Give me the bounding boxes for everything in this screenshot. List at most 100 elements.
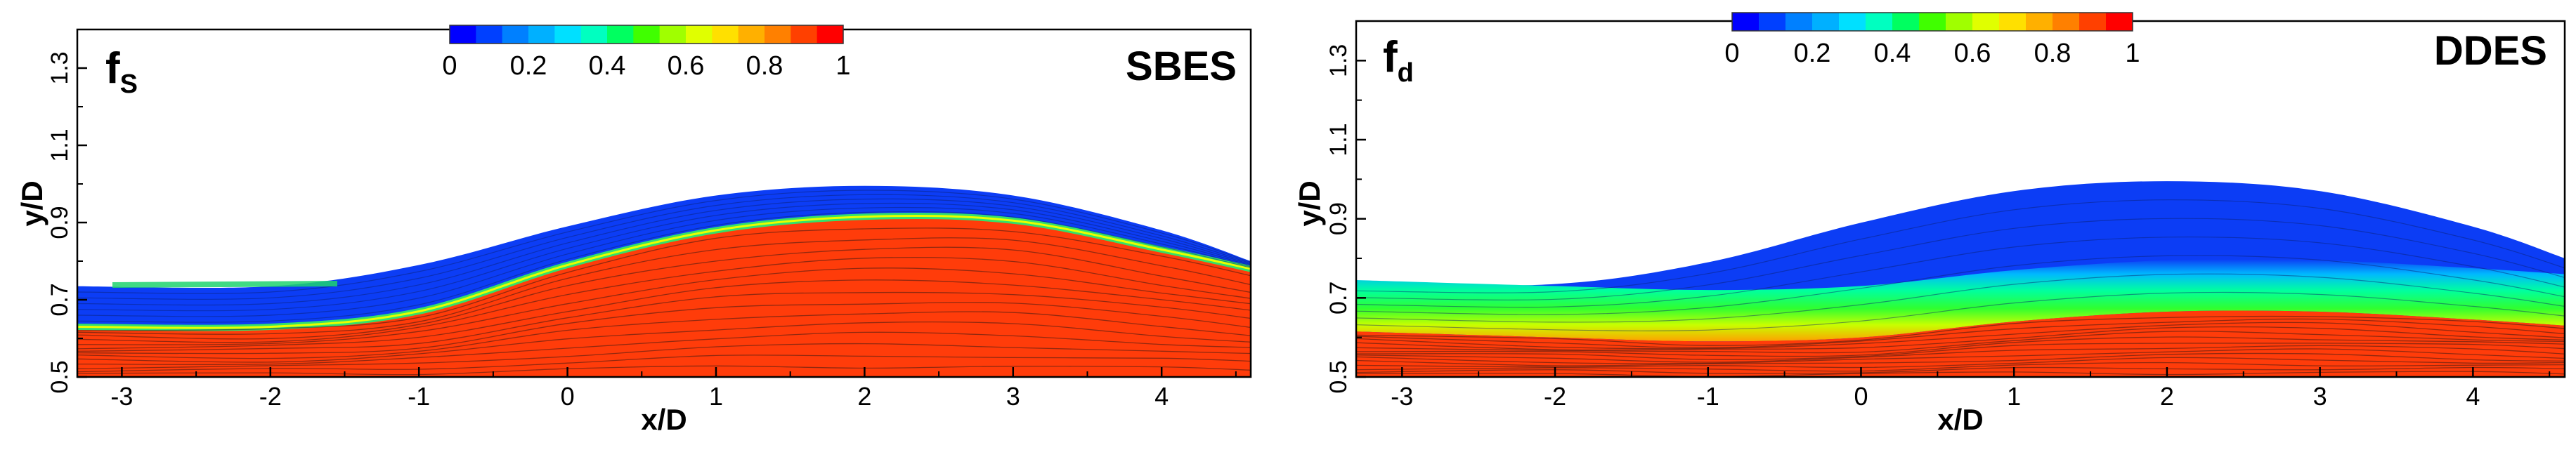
colorbar-swatch — [580, 25, 608, 44]
streamline — [1356, 318, 2565, 349]
colorbar-frame — [1731, 12, 2133, 32]
model-label-sbes: SBES — [1126, 44, 1237, 89]
streamline — [77, 198, 1251, 306]
streamline — [77, 291, 1251, 352]
colorbar-swatch — [450, 25, 476, 44]
streamline — [1356, 199, 2565, 293]
streamline — [1356, 342, 2565, 360]
x-tick-label: 2 — [2160, 382, 2174, 411]
streamline — [77, 279, 1251, 350]
colorbar-swatch — [1892, 13, 1920, 31]
x-tick-label: -1 — [408, 382, 430, 411]
colorbar-swatch — [554, 25, 582, 44]
streamline — [1356, 255, 2565, 315]
transition-layer-ddes — [1356, 259, 2565, 342]
streamline — [1356, 371, 2565, 377]
streamline — [77, 343, 1251, 369]
streamline — [77, 311, 1251, 359]
colorbar-tick-label: 0.4 — [589, 51, 626, 81]
colorbar-tick-label: 1 — [835, 51, 850, 81]
colorbar-swatch — [791, 25, 818, 44]
x-tick-label: -2 — [259, 382, 282, 411]
ylabel-sbes: y/D — [15, 180, 48, 226]
colorbar-swatch — [765, 25, 791, 44]
colorbar-frame — [449, 25, 844, 44]
streamline — [1356, 357, 2565, 369]
colorbar-swatch — [1946, 13, 1973, 31]
x-ticks-sbes: -3 -2 -1 0 1 2 3 4 — [110, 367, 1237, 411]
interface-edge-sbes — [77, 214, 1251, 329]
x-tick-label: 4 — [2466, 382, 2480, 411]
xlabel-ddes: x/D — [1937, 403, 1983, 436]
colorbar-swatch — [738, 25, 765, 44]
streamline — [77, 227, 1251, 331]
colorbar-sbes: 0 0.2 0.4 0.6 0.8 1 — [442, 25, 851, 81]
ylabel-ddes: y/D — [1293, 180, 1326, 226]
streamline — [77, 302, 1251, 355]
colorbar-tick-label: 0.4 — [1874, 39, 1911, 68]
colorbar-tick-label: 0.6 — [1954, 39, 1991, 68]
colorbar-ddes: 0 0.2 0.4 0.6 0.8 1 — [1724, 12, 2140, 68]
streamline — [1356, 345, 2565, 363]
x-tick-label: -1 — [1697, 382, 1719, 411]
colorbar-tick-label: 1 — [2125, 39, 2140, 68]
streamline — [1356, 331, 2565, 354]
colorbar-tick-label: 0.8 — [746, 51, 783, 81]
colorbar-swatch — [2053, 13, 2080, 31]
x-tick-label: 1 — [709, 382, 723, 411]
local-green-patch-sbes — [112, 281, 337, 288]
colorbar-swatch — [1839, 13, 1866, 31]
x-tick-label: 2 — [857, 382, 871, 411]
x-tick-label: 3 — [1006, 382, 1020, 411]
streamline — [1356, 218, 2565, 300]
streamline — [77, 365, 1251, 376]
y-tick-label: 0.9 — [46, 206, 73, 239]
streamline — [77, 267, 1251, 345]
colorbar-swatch — [817, 25, 844, 44]
x-tick-label: 0 — [561, 382, 575, 411]
streamline — [77, 211, 1251, 323]
y-tick-label: 1.3 — [1325, 44, 1352, 77]
x-tick-label: -2 — [1544, 382, 1566, 411]
colorbar-swatch — [1759, 13, 1786, 31]
streamline — [1356, 336, 2565, 357]
axis-title-x-sbes: x/D — [641, 403, 687, 436]
streamline — [77, 237, 1251, 335]
streamlines-sbes — [77, 190, 1251, 376]
y-tick-label: 0.5 — [46, 360, 73, 393]
streamline — [1356, 322, 2565, 350]
streamline — [1356, 352, 2565, 366]
x-tick-label: 1 — [2007, 382, 2021, 411]
colorbar-tick-label: 0.2 — [510, 51, 547, 81]
colorbar-tick-label: 0 — [1724, 39, 1739, 68]
colorbar-swatch — [1812, 13, 1840, 31]
colorbar-swatch — [1732, 13, 1759, 31]
panel-label-sbes: fS — [105, 44, 138, 99]
streamlines-ddes — [1356, 199, 2565, 377]
streamline — [1356, 236, 2565, 308]
xlabel-sbes: x/D — [641, 403, 687, 436]
x-ticks-ddes: -3 -2 -1 0 1 2 3 4 — [1391, 367, 2551, 411]
colorbar-swatch — [2079, 13, 2107, 31]
colorbar-swatch — [633, 25, 661, 44]
colorbar-tick-label: 0.8 — [2034, 39, 2071, 68]
y-tick-label: 1.3 — [46, 51, 73, 84]
colorbar-tick-label: 0.2 — [1794, 39, 1831, 68]
y-tick-label: 0.7 — [1325, 282, 1352, 314]
colorbar-swatch — [607, 25, 634, 44]
colorbar-swatch — [2106, 13, 2133, 31]
y-tick-label: 0.5 — [1325, 360, 1352, 393]
streamline — [77, 190, 1251, 294]
streamline — [77, 355, 1251, 373]
streamline — [77, 206, 1251, 317]
streamline — [77, 194, 1251, 300]
colorbar-tick-label: 0.6 — [668, 51, 705, 81]
colorbar-swatch — [1972, 13, 2000, 31]
colorbar-swatch — [1785, 13, 1813, 31]
colorbar-swatch — [476, 25, 503, 44]
streamline — [1356, 348, 2565, 364]
colorbar-swatch — [502, 25, 529, 44]
x-tick-label: 4 — [1154, 382, 1169, 411]
x-tick-label: -3 — [110, 382, 133, 411]
